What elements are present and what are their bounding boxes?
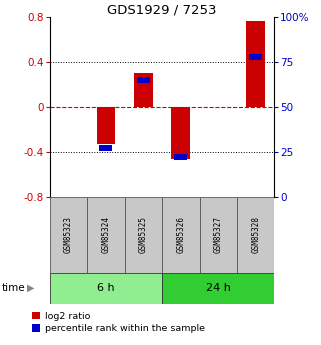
Text: time: time [2,283,25,293]
Bar [87,197,125,273]
Text: 24 h: 24 h [206,283,231,293]
Bar [174,154,187,160]
Bar [200,197,237,273]
Bar [249,54,262,60]
Bar [237,197,274,273]
Bar [100,145,112,151]
Bar [137,77,150,83]
Bar [50,273,162,304]
Bar [97,107,115,144]
Text: GSM85328: GSM85328 [251,216,260,253]
Text: 6 h: 6 h [97,283,115,293]
Text: GSM85327: GSM85327 [214,216,223,253]
Bar [125,197,162,273]
Bar [134,73,153,107]
Text: GSM85325: GSM85325 [139,216,148,253]
Bar [162,197,200,273]
Bar [247,21,265,107]
Bar [50,197,87,273]
Legend: log2 ratio, percentile rank within the sample: log2 ratio, percentile rank within the s… [30,310,206,335]
Bar [171,107,190,158]
Text: GSM85326: GSM85326 [176,216,185,253]
Text: ▶: ▶ [27,283,35,293]
Text: GSM85323: GSM85323 [64,216,73,253]
Title: GDS1929 / 7253: GDS1929 / 7253 [107,3,217,16]
Text: GSM85324: GSM85324 [101,216,110,253]
Bar [162,273,274,304]
